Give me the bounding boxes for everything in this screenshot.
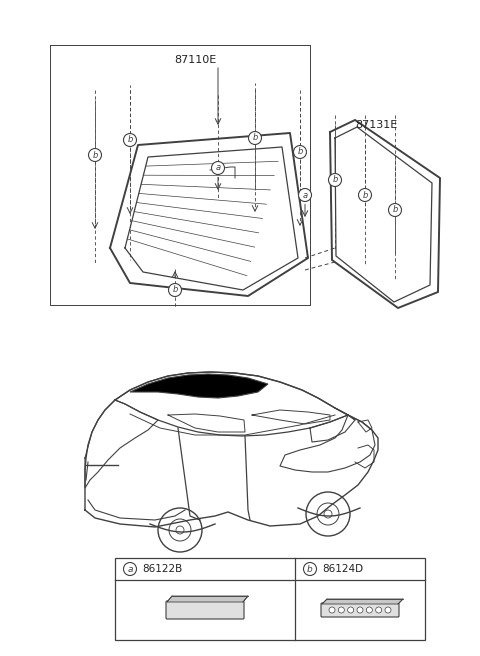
Text: b: b	[297, 148, 303, 157]
Circle shape	[329, 607, 335, 613]
Polygon shape	[322, 599, 403, 604]
Circle shape	[88, 148, 101, 161]
Circle shape	[306, 492, 350, 536]
Text: b: b	[172, 285, 178, 295]
Circle shape	[176, 526, 184, 534]
Text: b: b	[307, 565, 313, 573]
Text: b: b	[362, 190, 368, 199]
Text: 87131E: 87131E	[355, 120, 397, 130]
Text: b: b	[392, 205, 398, 215]
Polygon shape	[167, 596, 248, 602]
Circle shape	[123, 562, 136, 575]
Circle shape	[338, 607, 344, 613]
Circle shape	[249, 131, 262, 144]
Text: a: a	[127, 565, 133, 573]
Circle shape	[169, 519, 191, 541]
Text: b: b	[252, 134, 258, 142]
Circle shape	[328, 173, 341, 186]
Circle shape	[366, 607, 372, 613]
Circle shape	[303, 562, 316, 575]
Text: a: a	[216, 163, 221, 173]
Circle shape	[357, 607, 363, 613]
Text: 87110E: 87110E	[174, 55, 216, 65]
Text: b: b	[92, 150, 98, 159]
Polygon shape	[130, 374, 268, 398]
Circle shape	[168, 283, 181, 297]
Circle shape	[212, 161, 225, 174]
Text: 86122B: 86122B	[142, 564, 182, 574]
Circle shape	[388, 203, 401, 216]
Bar	[115, 558, 425, 640]
Circle shape	[324, 510, 332, 518]
Circle shape	[158, 508, 202, 552]
Text: b: b	[332, 176, 338, 184]
Circle shape	[359, 188, 372, 201]
Circle shape	[376, 607, 382, 613]
Circle shape	[123, 134, 136, 146]
Text: b: b	[127, 136, 132, 144]
Circle shape	[299, 188, 312, 201]
Circle shape	[317, 503, 339, 525]
Circle shape	[385, 607, 391, 613]
FancyBboxPatch shape	[321, 603, 399, 617]
Circle shape	[348, 607, 354, 613]
Text: 86124D: 86124D	[322, 564, 363, 574]
Text: a: a	[302, 190, 308, 199]
Circle shape	[293, 146, 307, 159]
FancyBboxPatch shape	[166, 601, 244, 619]
